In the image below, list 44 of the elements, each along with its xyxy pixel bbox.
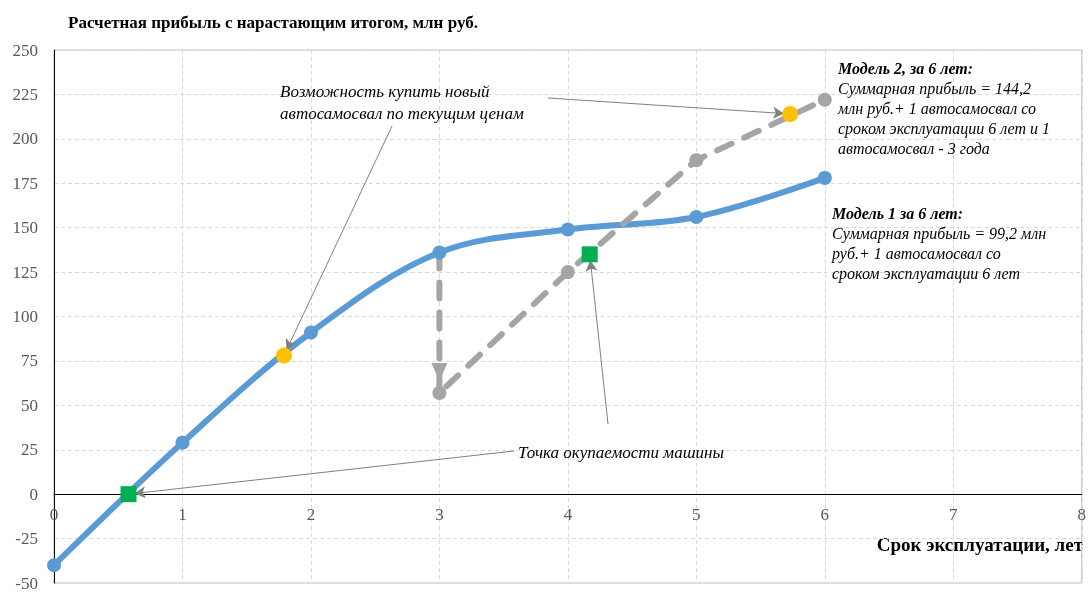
point [560, 265, 575, 280]
x-tick-label: 1 [178, 505, 187, 525]
point [817, 170, 832, 185]
x-tick-label: 4 [563, 505, 573, 525]
point [689, 153, 704, 168]
point [120, 486, 137, 503]
point [817, 92, 832, 107]
x-tick-label: 3 [435, 505, 444, 525]
y-tick-label: 100 [12, 307, 38, 326]
point [275, 347, 292, 364]
y-tick-label: 250 [12, 40, 38, 60]
y-tick-label: 200 [12, 129, 38, 149]
annotation: Модель 1 за 6 лет: [831, 204, 964, 222]
y-tick-label: 50 [21, 395, 38, 415]
x-tick-label: 2 [306, 505, 316, 525]
point [47, 558, 61, 573]
point [432, 385, 447, 400]
point [689, 210, 704, 224]
x-tick-label: 5 [692, 505, 701, 525]
point [560, 222, 575, 237]
y-tick-label: 175 [12, 173, 38, 193]
point [432, 245, 447, 260]
point [581, 246, 598, 263]
y-tick-label: 0 [29, 484, 38, 504]
annotation: Возможность купить новый автосамосвал по текущим ценам [280, 81, 524, 123]
x-axis-title: Срок эксплуатации, лет [876, 534, 1084, 555]
annotation: Модель 2, за 6 лет: [837, 59, 974, 77]
annotation: Суммарная прибыль = 144,2 млн руб.+ 1 автосамосвал со сроком эксплуатации 6 лет и 1 автосамосвал - 3 года [837, 79, 1051, 157]
x-tick-label: 8 [1077, 505, 1086, 525]
y-tick-label: 125 [12, 262, 38, 282]
y-tick-label: 150 [12, 218, 38, 238]
y-tick-label: -50 [15, 573, 38, 592]
annotation: Точка окупаемости машины [518, 442, 724, 462]
point [303, 325, 318, 340]
y-tick-label: 25 [21, 440, 38, 460]
chart-title: Расчетная прибыль с нарастающим итогом, млн руб. [68, 13, 478, 32]
annotation: Суммарная прибыль = 99,2 млн руб.+ 1 автосамосвал со сроком эксплуатации 6 лет [831, 224, 1047, 283]
x-tick-label: 7 [949, 505, 959, 525]
y-tick-label: 75 [21, 351, 38, 371]
y-tick-label: 225 [12, 84, 38, 104]
point [175, 435, 190, 450]
point [782, 105, 799, 122]
y-tick-label: -25 [15, 529, 38, 549]
x-tick-label: 6 [820, 505, 830, 525]
